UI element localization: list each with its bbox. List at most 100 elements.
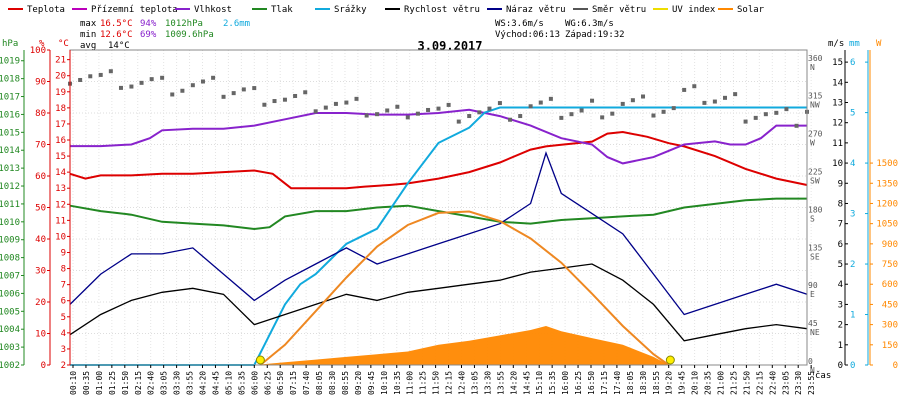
axis-tick-label: 6 [850,58,855,68]
x-tick-label: 20:10 [691,371,700,395]
axis-tick-label: 0 [41,361,46,371]
axis-tick-label: 0 [838,361,843,371]
dir-tick-name: NW [810,101,820,110]
wind-dir-dot [405,115,410,120]
axis-tick-label: 100 [30,46,46,56]
axis-tick-label: 60 [35,172,46,182]
stat-ws: WS:3.6m/s [495,19,544,29]
stat-wg: WG:6.3m/s [565,19,614,29]
axis-tick-label: 10 [55,232,66,242]
wind-dir-dot [774,110,779,115]
legend-label: Náraz větru [506,5,566,15]
legend-label: UV index [672,5,716,15]
sun-marker [665,355,675,365]
wind-dir-dot [538,100,543,105]
wind-dir-dot [180,88,185,93]
dir-tick-label: 90 [808,281,818,290]
stat-max-pres: 1012hPa [165,19,203,29]
wind-dir-dot [108,69,113,74]
axis-unit: °C [58,39,69,49]
legend-label: Tlak [271,5,293,15]
x-tick-label: 21:00 [717,371,726,395]
wind-dir-dot [641,94,646,99]
x-tick-label: 13:05 [470,371,479,395]
stat-avg-temp: 14°C [108,41,130,51]
legend-label: Vlhkost [194,5,232,15]
axis-tick-label: 1008 [0,254,20,264]
wind-dir-dot [600,115,605,120]
wind-dir-dot [794,123,799,128]
axis-tick-label: 15 [832,58,843,68]
stat-rain: 2.6mm [223,19,250,29]
dir-tick-name: W [810,139,815,148]
stat-min-pres: 1009.6hPa [165,30,214,40]
axis-tick-label: 1009 [0,236,20,246]
axis-unit: hPa [2,39,18,49]
axis-tick-label: 450 [882,300,898,310]
legend-label: Solar [737,5,765,15]
axis-tick-label: 1017 [0,93,20,103]
x-tick-label: 02:15 [134,371,143,395]
wind-dir-dot [671,106,676,111]
wind-dir-dot [139,80,144,85]
wind-dir-dot [763,112,768,117]
axis-tick-label: 1014 [0,146,20,156]
x-tick-label: 03:30 [173,371,182,395]
axis-tick-label: 1005 [0,307,20,317]
x-tick-label: 13:30 [483,371,492,395]
axis-tick-label: 1 [838,341,843,351]
axis-tick-label: 150 [882,341,898,351]
stat-sunrise: Východ:06:13 [495,30,560,40]
wind-dir-dot [446,102,451,107]
wind-dir-dot [231,91,236,96]
x-tick-label: 12:15 [445,371,454,395]
x-tick-label: 22:15 [755,371,764,395]
x-tick-label: 18:55 [652,371,661,395]
wind-dir-dot [323,105,328,110]
x-tick-label: 04:45 [211,371,220,395]
axis-tick-label: 1004 [0,325,20,335]
x-tick-label: 00:35 [82,371,91,395]
x-tick-label: 03:05 [160,371,169,395]
x-tick-label: 11:00 [406,371,415,395]
wind-dir-dot [129,84,134,89]
axis-tick-label: 12 [55,200,66,210]
axis-tick-label: 11 [55,216,66,226]
axis-tick-label: 10 [35,330,46,340]
x-tick-label: 11:50 [432,371,441,395]
axis-tick-label: 30 [35,267,46,277]
x-tick-label: 18:30 [639,371,648,395]
wind-dir-dot [252,86,257,91]
axis-tick-label: 1 [850,311,855,321]
wind-dir-dot [528,104,533,109]
wind-dir-dot [548,96,553,101]
axis-tick-label: 1010 [0,218,20,228]
wind-dir-dot [118,85,123,90]
wind-dir-dot [436,106,441,111]
x-axis-label: čas [815,370,831,381]
dir-tick-name: S [810,214,815,223]
axis-tick-label: 15 [55,152,66,162]
x-tick-label: 05:10 [224,371,233,395]
wind-dir-dot [303,90,308,95]
axis-tick-label: 80 [35,109,46,119]
wind-dir-dot [375,112,380,117]
axis-tick-label: 3 [61,345,66,355]
axis-tick-label: 1012 [0,182,20,192]
wind-dir-dot [200,79,205,84]
x-tick-label: 10:35 [393,371,402,395]
axis-tick-label: 90 [35,78,46,88]
x-tick-label: 21:50 [742,371,751,395]
axis-tick-label: 2 [838,321,843,331]
wind-dir-dot [712,99,717,104]
wind-dir-dot [467,114,472,119]
axis-tick-label: 0 [893,361,898,371]
wind-dir-dot [487,106,492,111]
x-tick-label: 07:40 [302,371,311,395]
series-line [259,210,670,366]
wind-dir-dot [497,101,502,106]
x-tick-label: 15:10 [535,371,544,395]
x-tick-label: 05:35 [237,371,246,395]
axis-tick-label: 6 [61,297,66,307]
